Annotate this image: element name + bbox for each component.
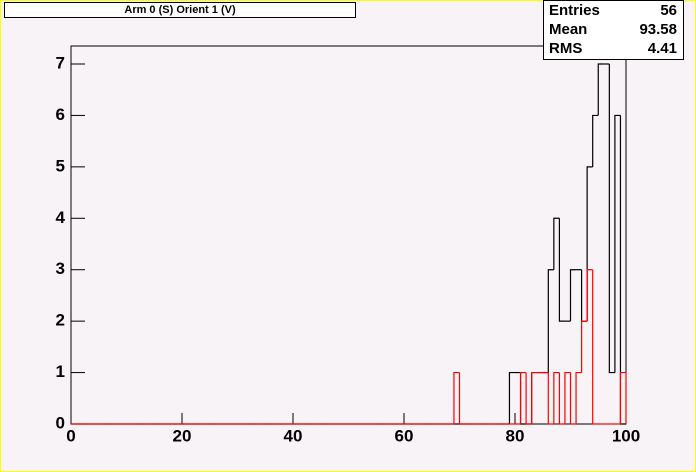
- x-tick-label: 60: [395, 426, 414, 445]
- histogram-bin: [547, 372, 554, 425]
- histogram-bin: [614, 114, 621, 373]
- y-tick-label: 0: [56, 413, 65, 432]
- stats-box: [543, 0, 684, 60]
- x-tick-label: 100: [612, 426, 640, 445]
- histogram-bin: [586, 269, 593, 322]
- histogram-bin: [592, 114, 599, 167]
- x-tick-label: 40: [284, 426, 303, 445]
- histogram-bin: [564, 371, 571, 424]
- histogram-bin: [458, 372, 466, 425]
- histogram-bin: [553, 217, 560, 270]
- histogram-bin: [608, 64, 615, 374]
- y-tick-label: 3: [56, 259, 65, 278]
- histogram-bin: [558, 218, 565, 322]
- y-tick-label: 7: [56, 53, 65, 72]
- stat-label: Mean: [549, 21, 587, 38]
- x-tick-label: 0: [66, 426, 75, 445]
- x-tick-label: 20: [173, 426, 192, 445]
- stat-label: RMS: [549, 40, 582, 57]
- histogram-bin: [597, 63, 604, 116]
- histogram-bin: [569, 372, 577, 425]
- histogram-bin: [508, 371, 515, 424]
- histogram-bin: [553, 371, 560, 424]
- stat-value: 93.58: [639, 21, 677, 38]
- histogram-bin: [525, 372, 532, 425]
- histogram-bin: [619, 371, 627, 424]
- histogram-bin: [569, 269, 577, 322]
- x-tick-label: 80: [506, 426, 525, 445]
- histogram-bin: [519, 371, 527, 424]
- stat-value: 4.41: [648, 40, 677, 57]
- y-tick-label: 2: [56, 311, 65, 330]
- histogram-bin: [581, 320, 588, 373]
- stat-value: 56: [660, 2, 677, 19]
- histogram-bin: [453, 371, 460, 424]
- histogram-bin: [547, 269, 554, 373]
- histogram-bin: [575, 371, 582, 424]
- title-box: [4, 2, 356, 18]
- y-tick-label: 6: [56, 105, 65, 124]
- y-tick-label: 4: [56, 208, 66, 227]
- y-tick-label: 5: [56, 156, 65, 175]
- histogram-bin: [558, 372, 565, 425]
- histogram-bin: [592, 269, 599, 425]
- histogram-bin: [531, 371, 538, 424]
- chart-title: Arm 0 (S) Orient 1 (V): [124, 4, 236, 16]
- y-tick-label: 1: [56, 362, 65, 381]
- stat-label: Entries: [549, 2, 600, 19]
